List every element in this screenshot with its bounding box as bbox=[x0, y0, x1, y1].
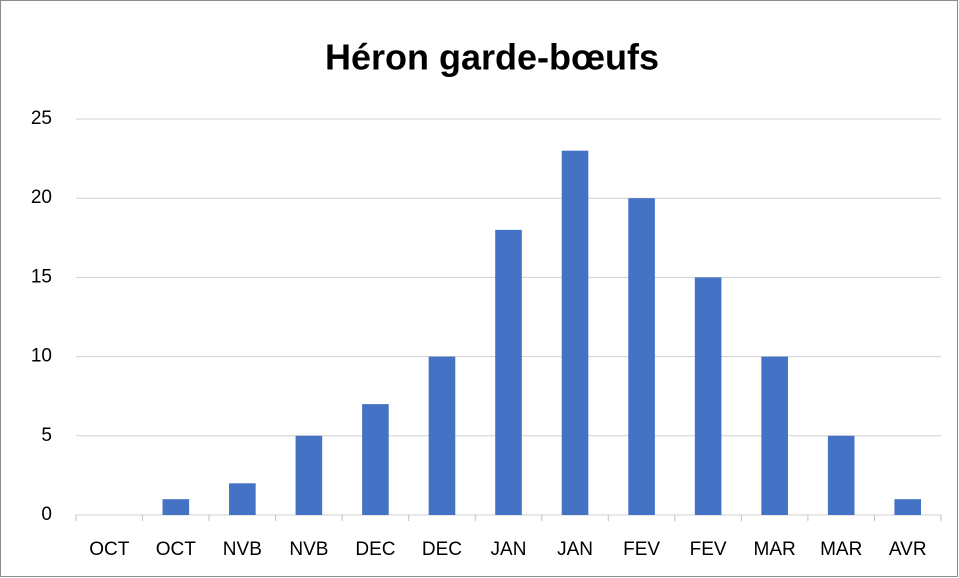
bar bbox=[162, 499, 190, 515]
bar bbox=[894, 499, 922, 515]
y-tick-label: 5 bbox=[41, 425, 52, 446]
x-tick-label: FEV bbox=[690, 539, 727, 560]
bar bbox=[229, 483, 256, 515]
bar bbox=[428, 356, 456, 515]
x-tick-label: MAR bbox=[754, 539, 796, 560]
x-tick-label: OCT bbox=[89, 539, 130, 560]
x-tick-label: NVB bbox=[223, 539, 262, 560]
bar bbox=[362, 404, 389, 515]
chart-title: Héron garde-bœufs bbox=[325, 37, 659, 78]
y-tick-label: 25 bbox=[31, 108, 52, 129]
bar bbox=[295, 435, 323, 515]
x-tick-label: JAN bbox=[557, 539, 593, 560]
y-tick-label: 20 bbox=[31, 187, 52, 208]
x-tick-label: OCT bbox=[156, 539, 197, 560]
bar bbox=[561, 150, 589, 515]
y-tick-label: 0 bbox=[41, 504, 52, 525]
x-tick-label: NVB bbox=[289, 539, 328, 560]
bar bbox=[694, 277, 722, 515]
x-tick-label: DEC bbox=[355, 539, 395, 560]
y-tick-label: 15 bbox=[31, 266, 52, 287]
x-tick-label: MAR bbox=[820, 539, 862, 560]
bar bbox=[628, 198, 655, 515]
x-tick-label: DEC bbox=[422, 539, 462, 560]
bar bbox=[495, 229, 522, 515]
x-tick-label: JAN bbox=[491, 539, 527, 560]
bar bbox=[761, 356, 788, 515]
x-tick-label: FEV bbox=[623, 539, 660, 560]
bar bbox=[827, 435, 855, 515]
x-tick-label: AVR bbox=[889, 539, 927, 560]
y-tick-label: 10 bbox=[31, 346, 52, 367]
